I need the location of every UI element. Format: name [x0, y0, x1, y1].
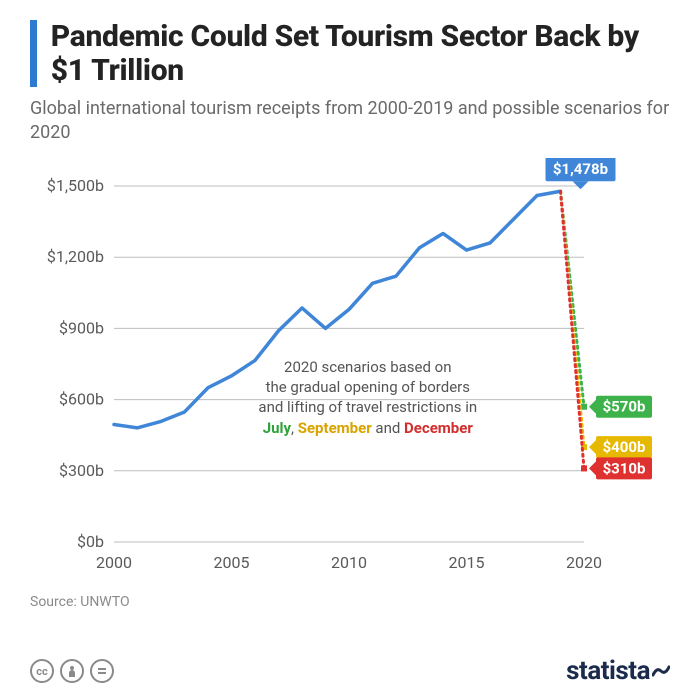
svg-text:$600b: $600b [59, 390, 104, 409]
scenario-note: 2020 scenarios based on the gradual open… [246, 357, 490, 438]
brand-wave-icon [652, 662, 670, 680]
cc-nd-icon [90, 659, 114, 683]
cc-icon: cc [30, 659, 54, 683]
title-accent-bar [30, 20, 37, 87]
note-line-1: 2020 scenarios based on [246, 357, 490, 377]
svg-text:$400b: $400b [603, 438, 646, 456]
svg-text:$570b: $570b [603, 398, 646, 416]
svg-text:$900b: $900b [59, 318, 104, 337]
svg-text:2005: 2005 [214, 553, 250, 572]
svg-text:2015: 2015 [449, 553, 485, 572]
svg-text:$1,200b: $1,200b [47, 247, 104, 266]
brand-text: statista [566, 656, 650, 686]
source-label: Source: UNWTO [30, 594, 670, 610]
svg-text:$0b: $0b [77, 532, 104, 551]
svg-text:$1,500b: $1,500b [47, 176, 104, 195]
brand-logo: statista [566, 656, 670, 686]
svg-text:2000: 2000 [96, 553, 132, 572]
page-subtitle: Global international tourism receipts fr… [30, 97, 670, 144]
note-line-3: and lifting of travel restrictions in [246, 397, 490, 417]
svg-text:$1,478b: $1,478b [553, 160, 608, 178]
page-title: Pandemic Could Set Tourism Sector Back b… [51, 20, 670, 87]
cc-license-icons: cc [30, 659, 114, 683]
note-line-2: the gradual opening of borders [246, 377, 490, 397]
note-line-months: July, September and December [246, 418, 490, 438]
cc-by-icon [60, 659, 84, 683]
svg-text:2020: 2020 [566, 553, 602, 572]
svg-text:$310b: $310b [603, 459, 646, 477]
svg-text:$300b: $300b [59, 461, 104, 480]
chart-container: $0b $300b $600b $900b $1,200b $1,500b 2000 2005… [30, 158, 670, 588]
svg-text:2010: 2010 [331, 553, 367, 572]
